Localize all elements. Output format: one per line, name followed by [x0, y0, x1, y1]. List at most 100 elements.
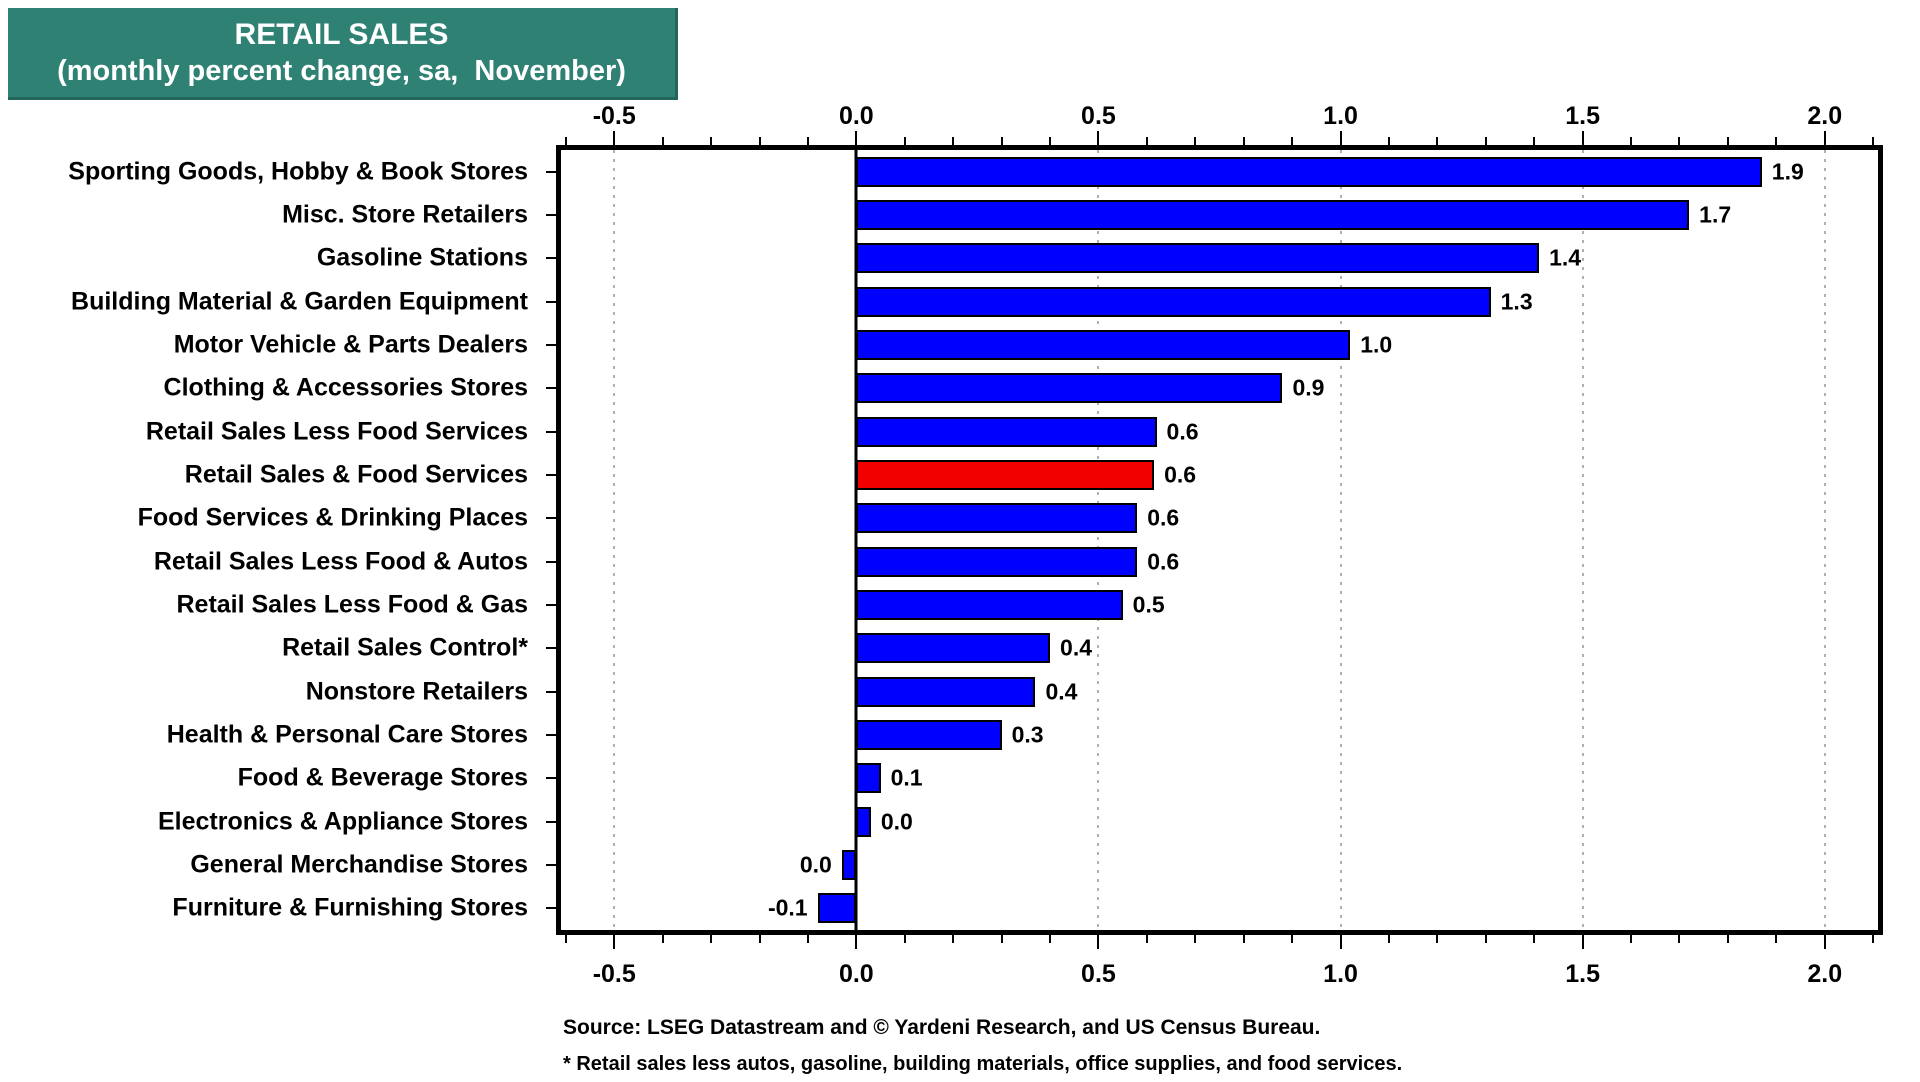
category-label: Retail Sales Control* — [282, 633, 528, 662]
category-label: Furniture & Furnishing Stores — [172, 893, 528, 922]
minor-tick — [710, 935, 713, 943]
bar-value-label: 0.6 — [1147, 504, 1180, 531]
bar — [856, 286, 1491, 317]
axis-tick-label: 1.5 — [1565, 960, 1601, 988]
minor-tick — [1775, 137, 1778, 145]
bar — [856, 676, 1036, 707]
left-ticks — [546, 150, 556, 930]
chart-title: RETAIL SALES — [234, 17, 449, 51]
minor-tick — [1242, 935, 1245, 943]
category-tick — [546, 257, 556, 260]
minor-tick — [758, 137, 761, 145]
chart-subtitle: (monthly percent change, sa, November) — [57, 54, 626, 87]
bottom-axis-labels: -0.5 0.0 0.5 1.0 1.5 2.0 — [561, 958, 1878, 990]
category-tick — [546, 430, 556, 433]
bar-value-label: -0.1 — [767, 894, 808, 921]
major-tick — [1339, 935, 1342, 949]
category-tick — [546, 820, 556, 823]
axis-tick-label: 2.0 — [1807, 102, 1843, 130]
category-label: Retail Sales Less Food & Gas — [176, 590, 528, 619]
bar-value-label: 0.6 — [1166, 418, 1199, 445]
axis-tick-label: 0.0 — [838, 102, 874, 130]
minor-tick — [806, 137, 809, 145]
major-tick — [1339, 131, 1342, 145]
gridline — [613, 150, 616, 930]
bar — [856, 763, 881, 794]
minor-tick — [710, 137, 713, 145]
bar-value-label: 0.3 — [1011, 721, 1044, 748]
axis-tick-label: 1.5 — [1565, 102, 1601, 130]
bar — [856, 416, 1157, 447]
top-axis-labels: -0.5 0.0 0.5 1.0 1.5 2.0 — [561, 100, 1878, 132]
minor-tick — [661, 137, 664, 145]
major-tick — [613, 131, 616, 145]
minor-tick — [1678, 935, 1681, 943]
bar-value-label: 0.6 — [1147, 548, 1180, 575]
bar — [856, 720, 1002, 750]
category-tick — [546, 604, 556, 606]
minor-tick — [952, 137, 955, 145]
footer: Source: LSEG Datastream and © Yardeni Re… — [563, 1010, 1402, 1082]
bar — [856, 373, 1283, 404]
bar-value-label: 0.1 — [890, 764, 923, 791]
axis-tick-label: 2.0 — [1807, 960, 1843, 988]
minor-tick — [1872, 935, 1875, 943]
minor-tick — [1387, 137, 1390, 145]
minor-tick — [1145, 137, 1148, 145]
bar-value-label: 0.4 — [1045, 678, 1078, 705]
plot-inner: 1.9 1.7 1.4 1.3 1.0 0.9 0.6 0.6 0.6 0.6 0.5 0.4 0.4 0… — [561, 150, 1878, 930]
category-tick — [546, 517, 556, 520]
minor-tick — [1194, 137, 1197, 145]
major-tick — [855, 131, 858, 145]
bar-value-label: 0.0 — [880, 808, 913, 835]
source-text: Source: LSEG Datastream and © Yardeni Re… — [563, 1016, 1321, 1039]
category-label: Retail Sales & Food Services — [184, 460, 528, 489]
minor-tick — [952, 935, 955, 943]
category-labels: Sporting Goods, Hobby & Book Stores Misc.… — [0, 150, 542, 930]
gridline — [1823, 150, 1826, 930]
plot-frame — [556, 145, 1883, 935]
category-label: Food Services & Drinking Places — [137, 503, 528, 532]
category-tick — [546, 734, 556, 736]
major-tick — [1823, 131, 1826, 145]
category-label: Retail Sales Less Food Services — [145, 417, 528, 446]
zero-axis-line — [854, 150, 858, 930]
minor-tick — [903, 935, 906, 943]
chart-title-box: RETAIL SALES (monthly percent change, sa… — [8, 8, 678, 100]
bar — [856, 546, 1138, 577]
axis-tick-label: 0.5 — [1081, 960, 1116, 988]
category-label: General Merchandise Stores — [190, 850, 528, 879]
minor-tick — [1630, 935, 1633, 943]
bar-value-label: 1.0 — [1360, 331, 1393, 358]
category-label: Building Material & Garden Equipment — [71, 287, 528, 316]
category-label: Clothing & Accessories Stores — [163, 373, 528, 402]
major-tick — [1823, 935, 1826, 949]
category-tick — [546, 647, 556, 650]
axis-tick-label: 1.0 — [1323, 960, 1358, 988]
minor-tick — [1436, 935, 1439, 943]
minor-tick — [1242, 137, 1245, 145]
bar-value-label: 1.9 — [1771, 158, 1804, 185]
axis-tick-label: -0.5 — [592, 102, 636, 130]
gridline — [1097, 150, 1100, 930]
bar — [841, 850, 857, 880]
bar-value-label: 0.6 — [1164, 461, 1197, 488]
minor-tick — [1533, 935, 1536, 943]
category-tick — [546, 560, 556, 563]
minor-tick — [1387, 935, 1390, 943]
minor-tick — [1436, 137, 1439, 145]
minor-tick — [564, 935, 567, 943]
category-tick — [546, 214, 556, 216]
top-axis-ticks — [561, 131, 1878, 145]
minor-tick — [1726, 137, 1729, 145]
category-tick — [546, 344, 556, 346]
bar — [856, 503, 1138, 534]
category-tick — [546, 777, 556, 780]
minor-tick — [1726, 935, 1729, 943]
minor-tick — [758, 935, 761, 943]
category-label: Retail Sales Less Food & Autos — [153, 547, 528, 576]
bar — [817, 893, 857, 924]
bar-value-label: 0.9 — [1292, 374, 1325, 401]
minor-tick — [903, 137, 906, 145]
minor-tick — [1291, 935, 1294, 943]
